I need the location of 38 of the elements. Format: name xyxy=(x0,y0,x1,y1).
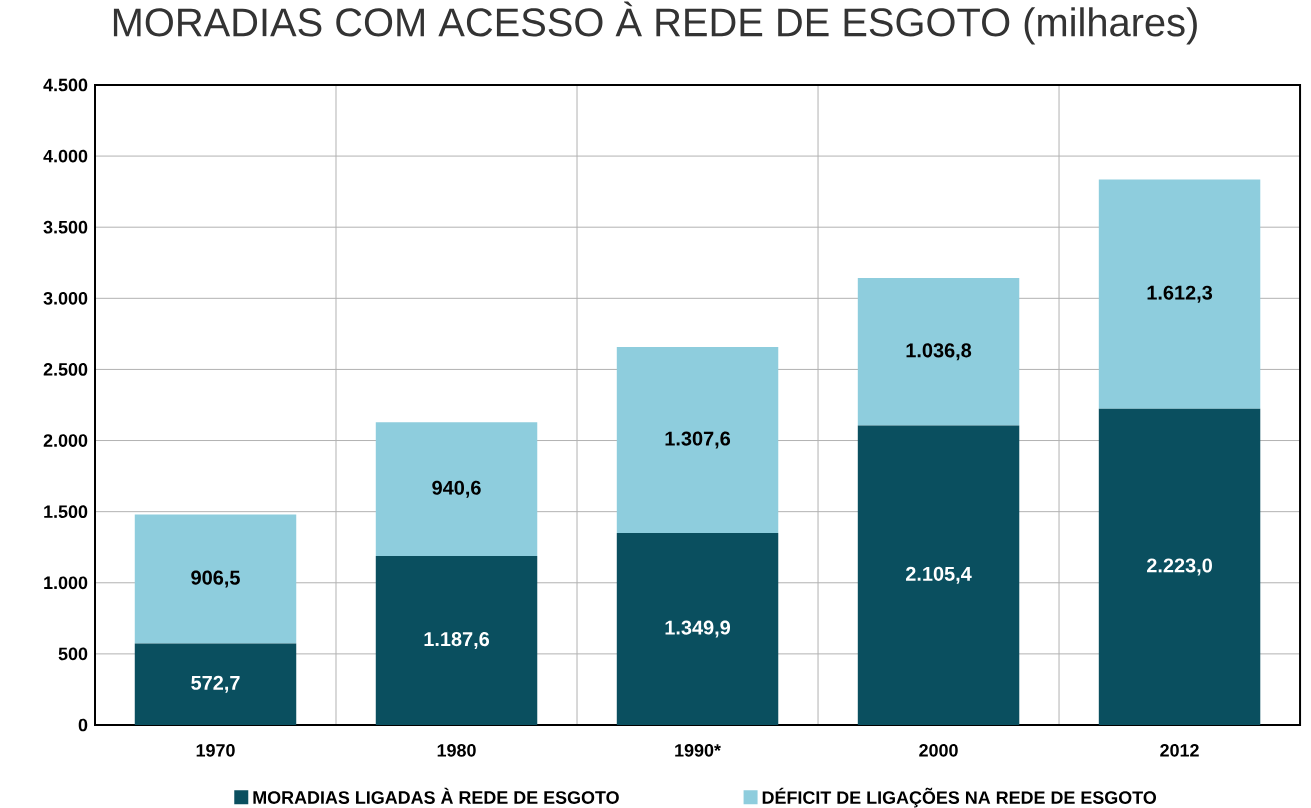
data-label: 1.187,6 xyxy=(424,632,490,650)
data-label: 2.223,0 xyxy=(1146,558,1212,576)
y-tick-label: 2.500 xyxy=(43,363,88,376)
y-tick-label: 1.000 xyxy=(44,576,88,590)
x-tick-label: 1970 xyxy=(196,744,235,757)
bar xyxy=(375,422,538,557)
bar xyxy=(134,514,297,644)
data-label: 2.105,4 xyxy=(905,566,972,584)
data-label: 940,6 xyxy=(432,480,481,498)
data-label: 906,5 xyxy=(191,570,240,588)
data-label: 1.307,6 xyxy=(665,431,731,449)
legend-label: DÉFICIT DE LIGAÇÕES NA REDE DE ESGOTO xyxy=(762,787,1157,808)
y-tick-label: 2.000 xyxy=(43,434,88,447)
x-tick-label: 1990* xyxy=(675,744,721,757)
data-label: 1.349,9 xyxy=(665,620,731,638)
y-tick-label: 3.000 xyxy=(43,291,88,305)
data-label: 1.612,3 xyxy=(1147,285,1213,303)
y-tick-label: 3.500 xyxy=(43,220,88,234)
bar xyxy=(857,425,1020,725)
bar xyxy=(616,533,779,725)
bar xyxy=(857,278,1020,426)
x-tick-label: 2000 xyxy=(919,744,958,757)
bar xyxy=(134,643,297,725)
bar xyxy=(1098,408,1261,725)
y-tick-label: 500 xyxy=(58,647,88,661)
chart-title: MORADIAS COM ACESSO À REDE DE ESGOTO (milhares) xyxy=(113,1,1197,45)
x-tick-label: 2012 xyxy=(1160,744,1199,757)
y-tick-label: 4.500 xyxy=(43,78,88,92)
y-tick-label: 4.000 xyxy=(43,149,88,163)
data-label: 572,7 xyxy=(191,675,240,693)
y-tick-label: 1.500 xyxy=(44,505,88,519)
legend-label: MORADIAS LIGADAS À REDE DE ESGOTO xyxy=(253,787,619,804)
bar xyxy=(1098,179,1261,409)
bar xyxy=(375,556,538,725)
data-label: 1.036,8 xyxy=(906,343,972,361)
y-tick-label: 0 xyxy=(78,718,88,732)
x-tick-label: 1980 xyxy=(437,744,476,757)
bar xyxy=(616,347,779,534)
